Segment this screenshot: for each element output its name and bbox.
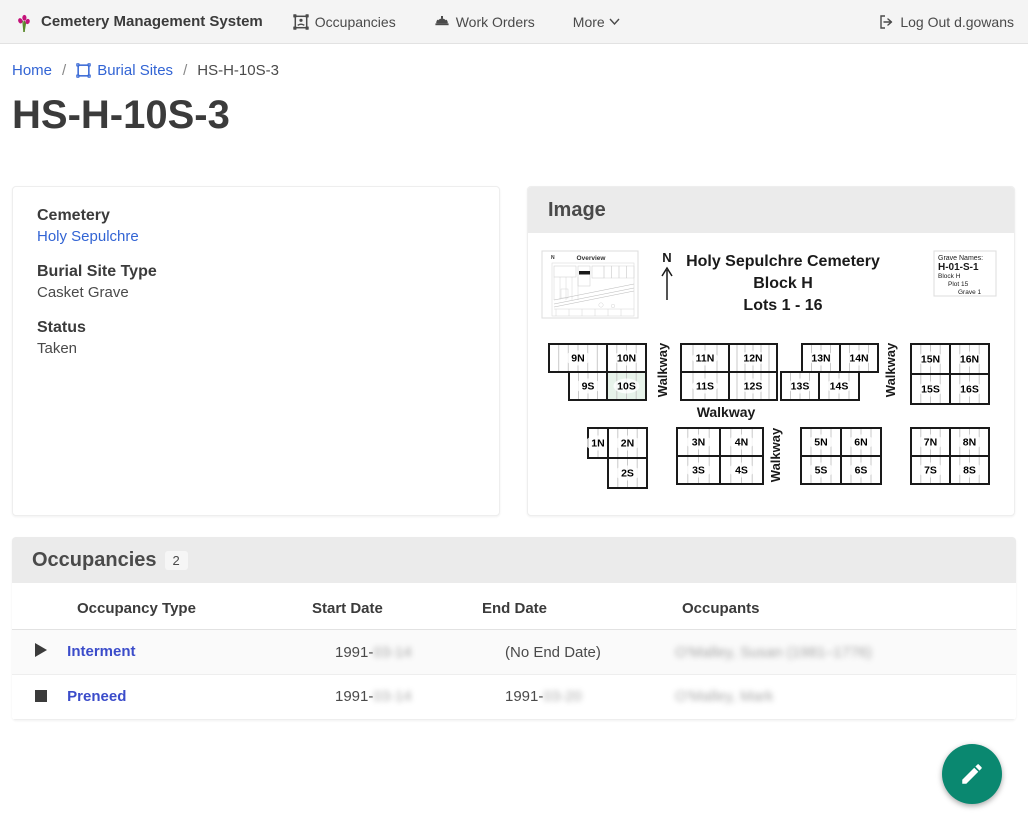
svg-text:8N: 8N [963, 437, 976, 449]
svg-text:N: N [551, 255, 555, 261]
svg-text:H-01-S-1: H-01-S-1 [938, 262, 979, 273]
svg-text:4N: 4N [735, 437, 748, 449]
svg-text:N: N [662, 250, 671, 265]
svg-text:14S: 14S [830, 381, 849, 393]
svg-text:16N: 16N [960, 354, 979, 366]
svg-text:Overview: Overview [577, 255, 607, 262]
svg-text:15S: 15S [921, 384, 940, 396]
svg-text:5N: 5N [814, 437, 827, 449]
svg-text:2S: 2S [621, 468, 634, 480]
svg-text:5S: 5S [815, 465, 828, 477]
svg-text:4S: 4S [735, 465, 748, 477]
svg-text:9N: 9N [571, 353, 584, 365]
svg-text:7N: 7N [924, 437, 937, 449]
svg-text:13N: 13N [811, 353, 830, 365]
svg-text:10N: 10N [617, 353, 636, 365]
svg-text:1N: 1N [591, 438, 604, 450]
svg-text:7S: 7S [924, 465, 937, 477]
svg-text:9S: 9S [582, 381, 595, 393]
svg-text:11S: 11S [696, 381, 714, 393]
svg-text:14N: 14N [849, 353, 868, 365]
svg-text:16S: 16S [960, 384, 979, 396]
svg-text:15N: 15N [921, 354, 940, 366]
svg-text:3S: 3S [692, 465, 705, 477]
svg-text:12N: 12N [743, 353, 762, 365]
svg-text:Grave 1: Grave 1 [958, 289, 982, 296]
svg-text:Block H: Block H [938, 273, 961, 280]
svg-text:6N: 6N [854, 437, 867, 449]
svg-text:11N: 11N [696, 353, 715, 365]
svg-text:13S: 13S [791, 381, 810, 393]
svg-text:Plot 15: Plot 15 [948, 281, 969, 288]
svg-text:8S: 8S [963, 465, 976, 477]
svg-text:2N: 2N [621, 438, 634, 450]
svg-text:6S: 6S [855, 465, 868, 477]
svg-text:Holy Sepulchre Cemetery: Holy Sepulchre Cemetery [686, 253, 880, 270]
svg-text:Grave Names:: Grave Names: [938, 255, 983, 262]
svg-text:3N: 3N [692, 437, 705, 449]
svg-text:10S: 10S [617, 381, 636, 393]
svg-text:Block H: Block H [753, 275, 813, 292]
svg-text:12S: 12S [744, 381, 763, 393]
svg-text:Walkway: Walkway [883, 342, 898, 397]
svg-text:Walkway: Walkway [768, 427, 783, 482]
svg-text:Walkway: Walkway [697, 404, 756, 420]
svg-text:Walkway: Walkway [655, 342, 670, 397]
svg-text:Lots 1 - 16: Lots 1 - 16 [743, 297, 822, 314]
